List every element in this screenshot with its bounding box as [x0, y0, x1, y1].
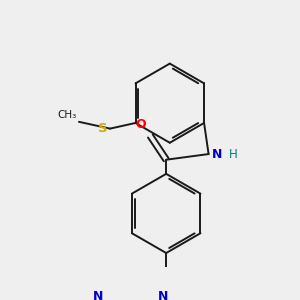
Text: O: O: [135, 118, 146, 131]
Text: H: H: [228, 148, 237, 160]
Text: S: S: [98, 122, 107, 135]
Text: N: N: [92, 290, 103, 300]
Text: N: N: [158, 290, 169, 300]
Text: N: N: [212, 148, 222, 160]
Text: CH₃: CH₃: [57, 110, 76, 120]
